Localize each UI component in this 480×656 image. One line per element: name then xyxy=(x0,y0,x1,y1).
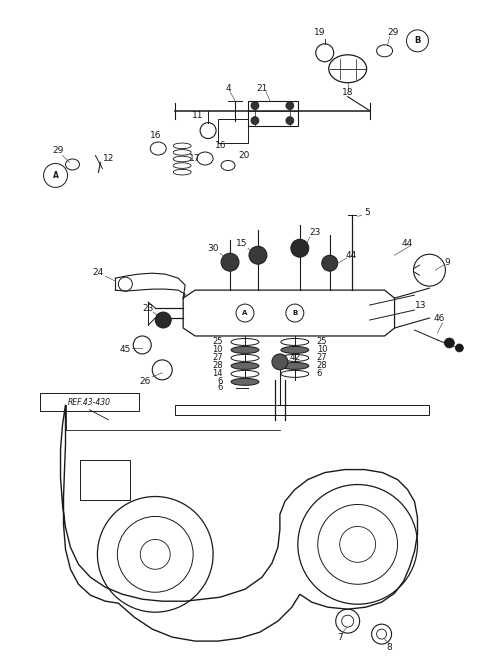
Text: 13: 13 xyxy=(415,300,426,310)
Text: 23: 23 xyxy=(143,304,154,312)
Text: 19: 19 xyxy=(314,28,325,37)
Text: 16: 16 xyxy=(149,131,161,140)
Text: 6: 6 xyxy=(217,383,223,392)
Text: 29: 29 xyxy=(387,28,398,37)
Circle shape xyxy=(456,344,463,352)
Text: 5: 5 xyxy=(365,208,371,217)
Text: 17: 17 xyxy=(190,154,201,163)
Text: 44: 44 xyxy=(402,239,413,248)
Text: 46: 46 xyxy=(434,314,445,323)
Text: 25: 25 xyxy=(213,337,223,346)
Text: 24: 24 xyxy=(93,268,104,277)
Text: 6: 6 xyxy=(217,377,223,386)
Text: 15: 15 xyxy=(236,239,248,248)
Ellipse shape xyxy=(231,346,259,354)
Circle shape xyxy=(286,102,294,110)
Ellipse shape xyxy=(281,362,309,369)
Text: 25: 25 xyxy=(317,337,327,346)
Text: B: B xyxy=(414,36,420,45)
Circle shape xyxy=(322,255,338,271)
Text: 16: 16 xyxy=(215,141,227,150)
Text: 26: 26 xyxy=(140,377,151,386)
Text: 8: 8 xyxy=(387,643,393,651)
Ellipse shape xyxy=(231,379,259,385)
Text: 6: 6 xyxy=(317,369,322,379)
Text: B: B xyxy=(292,310,298,316)
Text: 23: 23 xyxy=(309,228,321,237)
Circle shape xyxy=(286,117,294,125)
Circle shape xyxy=(251,102,259,110)
Text: 28: 28 xyxy=(317,361,327,371)
Text: 27: 27 xyxy=(317,354,327,362)
Text: 7: 7 xyxy=(337,632,343,642)
Circle shape xyxy=(155,312,171,328)
Text: 9: 9 xyxy=(444,258,450,267)
Text: 45: 45 xyxy=(120,346,131,354)
Text: 18: 18 xyxy=(342,88,353,97)
Text: 29: 29 xyxy=(53,146,64,155)
Text: 27: 27 xyxy=(213,354,223,362)
Circle shape xyxy=(249,246,267,264)
Text: 21: 21 xyxy=(256,84,268,93)
Circle shape xyxy=(221,253,239,271)
Ellipse shape xyxy=(281,346,309,354)
Text: 28: 28 xyxy=(213,361,223,371)
Text: 4: 4 xyxy=(225,84,231,93)
Text: 14: 14 xyxy=(213,369,223,379)
Text: 10: 10 xyxy=(213,346,223,354)
Text: 12: 12 xyxy=(103,154,114,163)
Text: 44: 44 xyxy=(346,251,357,260)
Circle shape xyxy=(272,354,288,370)
Circle shape xyxy=(251,117,259,125)
Text: A: A xyxy=(242,310,248,316)
Text: 11: 11 xyxy=(192,111,203,120)
Text: REF.43-430: REF.43-430 xyxy=(68,398,111,407)
Text: 10: 10 xyxy=(317,346,327,354)
Circle shape xyxy=(444,338,455,348)
Text: 30: 30 xyxy=(207,244,219,253)
Ellipse shape xyxy=(231,362,259,369)
Text: A: A xyxy=(53,171,59,180)
Circle shape xyxy=(291,239,309,257)
Text: 42: 42 xyxy=(289,354,300,362)
Text: 20: 20 xyxy=(238,151,250,160)
